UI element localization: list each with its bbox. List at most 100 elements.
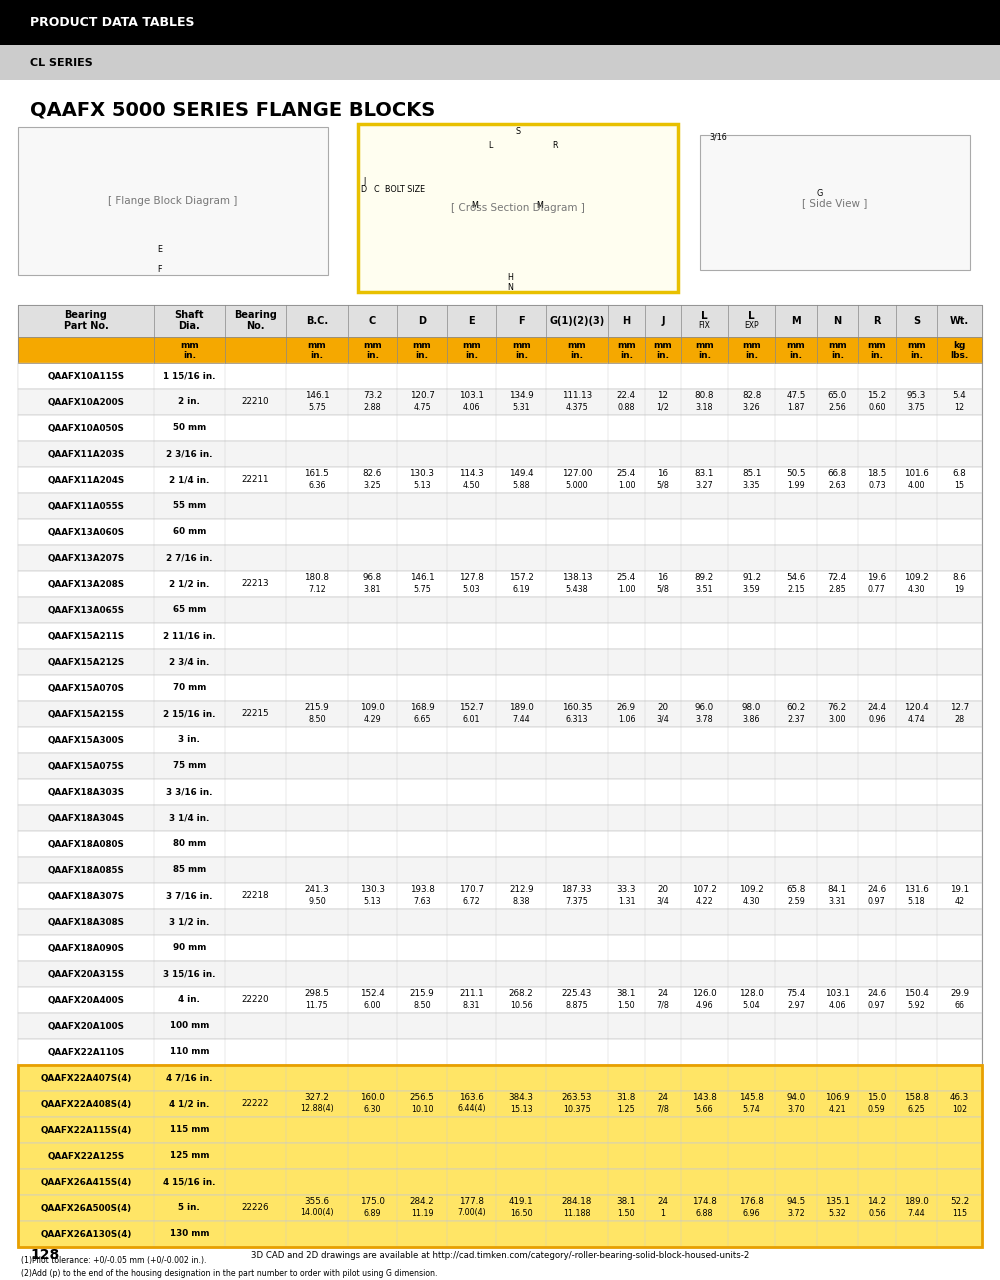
Text: 263.53: 263.53 [562,1093,592,1102]
Text: 82.8: 82.8 [742,392,761,401]
Text: 90 mm: 90 mm [173,943,206,952]
Text: D: D [418,316,426,326]
Bar [0,45,1000,79]
Text: M: M [791,316,801,326]
Text: 50 mm: 50 mm [173,424,206,433]
Text: 3.70: 3.70 [787,1105,805,1114]
Text: 20: 20 [657,704,669,713]
Text: 0.97: 0.97 [868,896,886,905]
Text: 1.06: 1.06 [618,714,635,723]
Text: 160.0: 160.0 [360,1093,385,1102]
Text: 2 7/16 in.: 2 7/16 in. [166,553,213,562]
Text: 152.4: 152.4 [360,989,385,998]
Text: E: E [158,246,162,255]
Bar [18,1039,982,1065]
Text: 5.13: 5.13 [413,480,431,489]
Text: 2.59: 2.59 [787,896,805,905]
Text: 82.6: 82.6 [363,470,382,479]
Text: 5.92: 5.92 [907,1001,925,1010]
Text: mm: mm [363,340,382,349]
Text: 47.5: 47.5 [786,392,806,401]
Text: 3.75: 3.75 [908,402,925,411]
Text: 22.4: 22.4 [617,392,636,401]
Text: in.: in. [910,351,923,360]
Text: QAAFX18A080S: QAAFX18A080S [47,840,124,849]
Text: 143.8: 143.8 [692,1093,717,1102]
Bar [18,909,982,934]
Text: mm: mm [867,340,886,349]
Text: 5/8: 5/8 [657,480,669,489]
Text: 158.8: 158.8 [904,1093,929,1102]
Text: H: H [507,273,513,282]
Text: 168.9: 168.9 [410,704,434,713]
Text: 6.30: 6.30 [364,1105,381,1114]
Text: 109.0: 109.0 [360,704,385,713]
Text: QAAFX20A400S: QAAFX20A400S [47,996,124,1005]
Bar [18,1143,982,1169]
Text: 5.03: 5.03 [463,585,480,594]
Text: 146.1: 146.1 [410,573,434,582]
Text: 65 mm: 65 mm [173,605,206,614]
Text: 16: 16 [658,470,669,479]
Bar [18,305,982,337]
Text: 18.5: 18.5 [867,470,887,479]
Text: 4 7/16 in.: 4 7/16 in. [166,1074,213,1083]
Bar [18,649,982,675]
Text: 24.6: 24.6 [867,886,886,895]
Text: Bearing: Bearing [234,310,277,320]
Text: 19.6: 19.6 [867,573,886,582]
Text: mm: mm [567,340,586,349]
Text: 16.50: 16.50 [510,1208,533,1217]
Text: 4.06: 4.06 [829,1001,846,1010]
Text: E: E [468,316,475,326]
Text: [ Flange Block Diagram ]: [ Flange Block Diagram ] [108,196,238,206]
Text: 7.44: 7.44 [908,1208,925,1217]
Text: R: R [552,141,558,150]
Text: in.: in. [366,351,379,360]
Text: 10.56: 10.56 [510,1001,533,1010]
Text: D: D [360,186,366,195]
Text: 215.9: 215.9 [410,989,434,998]
Text: QAAFX13A208S: QAAFX13A208S [47,580,124,589]
Text: 1.87: 1.87 [787,402,805,411]
Text: L: L [488,141,492,150]
Text: R: R [873,316,881,326]
Text: 134.9: 134.9 [509,392,534,401]
Text: 4.50: 4.50 [463,480,480,489]
Text: QAAFX10A200S: QAAFX10A200S [47,398,124,407]
Text: 2.37: 2.37 [787,714,805,723]
Text: 12: 12 [658,392,669,401]
Text: mm: mm [617,340,636,349]
Text: QAAFX26A415S(4): QAAFX26A415S(4) [40,1178,132,1187]
Text: S: S [515,128,521,137]
Text: 1.25: 1.25 [618,1105,635,1114]
Text: 3/16: 3/16 [709,133,727,142]
Text: 7.12: 7.12 [308,585,326,594]
Text: 106.9: 106.9 [825,1093,850,1102]
Text: 2 3/4 in.: 2 3/4 in. [169,658,209,667]
Text: F: F [158,265,162,274]
Text: 298.5: 298.5 [304,989,329,998]
Text: 5.31: 5.31 [512,402,530,411]
Text: 85.1: 85.1 [742,470,761,479]
Text: 5.438: 5.438 [565,585,588,594]
Text: mm: mm [462,340,481,349]
Text: 8.50: 8.50 [413,1001,431,1010]
Text: 1: 1 [661,1208,666,1217]
Text: 3.81: 3.81 [364,585,381,594]
Text: 6.88: 6.88 [696,1208,713,1217]
Bar [18,467,982,493]
Text: 107.2: 107.2 [692,886,717,895]
Text: QAAFX20A315S: QAAFX20A315S [47,969,124,978]
Text: EXP: EXP [744,321,759,330]
Text: 46.3: 46.3 [950,1093,969,1102]
Text: 256.5: 256.5 [410,1093,434,1102]
Text: 150.4: 150.4 [904,989,929,998]
Bar [18,305,982,1247]
Text: 29.9: 29.9 [950,989,969,998]
Text: 131.6: 131.6 [904,886,929,895]
Text: 0.73: 0.73 [868,480,886,489]
Text: 1.50: 1.50 [618,1208,635,1217]
Text: 3.35: 3.35 [743,480,760,489]
Text: 3.72: 3.72 [787,1208,805,1217]
